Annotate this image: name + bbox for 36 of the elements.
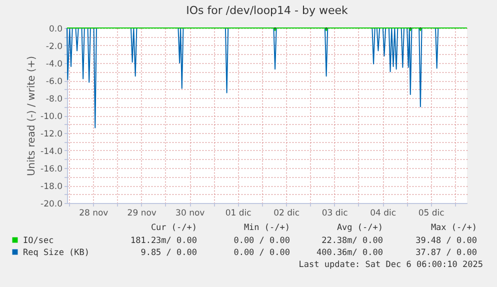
text: Last update: Sat Dec 6 06:00:10 2025 [298,260,483,270]
y-tick-label: 0.0 [48,24,62,34]
legend-label: IO/sec [23,236,54,246]
text: 0.00 / 0.00 [234,248,290,258]
x-tick-label: 04 dic [370,208,396,218]
text: 0.00 / 0.00 [234,236,290,246]
text: 39.48 / 0.00 [416,236,477,246]
x-tick-label: 01 dic [225,208,252,218]
text: Min (-/+) [244,223,290,233]
x-tick-label: 29 nov [127,208,156,218]
text: 181.23m/ 0.00 [130,236,197,246]
text: Max (-/+) [430,223,477,233]
y-tick-label: -4.0 [46,60,62,70]
y-tick-label: -2.0 [46,42,62,52]
text: 400.36m/ 0.00 [316,248,383,258]
text: Avg (-/+) [336,223,383,233]
text: 9.85 / 0.00 [140,248,197,258]
chart-title: IOs for /dev/loop14 - by week [186,4,349,17]
y-tick-label: -12.0 [40,130,62,140]
x-tick-label: 05 dic [418,208,445,218]
legend-label: Req Size (KB) [23,248,90,258]
x-tick-label: 30 nov [176,208,205,218]
y-tick-label: -6.0 [46,77,62,87]
text: 22.38m/ 0.00 [322,236,383,246]
x-tick-label: 03 dic [322,208,348,218]
y-tick-label: -16.0 [40,164,62,174]
y-tick-label: -18.0 [40,182,62,192]
y-tick-label: -8.0 [46,94,62,104]
x-tick-label: 28 nov [79,208,108,218]
y-tick-label: -20.0 [40,200,62,210]
y-axis-title: Units read (-) / write (+) [26,56,38,176]
text: Cur (-/+) [150,223,197,233]
text: 37.87 / 0.00 [416,248,477,258]
x-tick-label: 02 dic [274,208,300,218]
y-tick-label: -10.0 [40,112,62,122]
y-tick-label: -14.0 [40,147,62,157]
